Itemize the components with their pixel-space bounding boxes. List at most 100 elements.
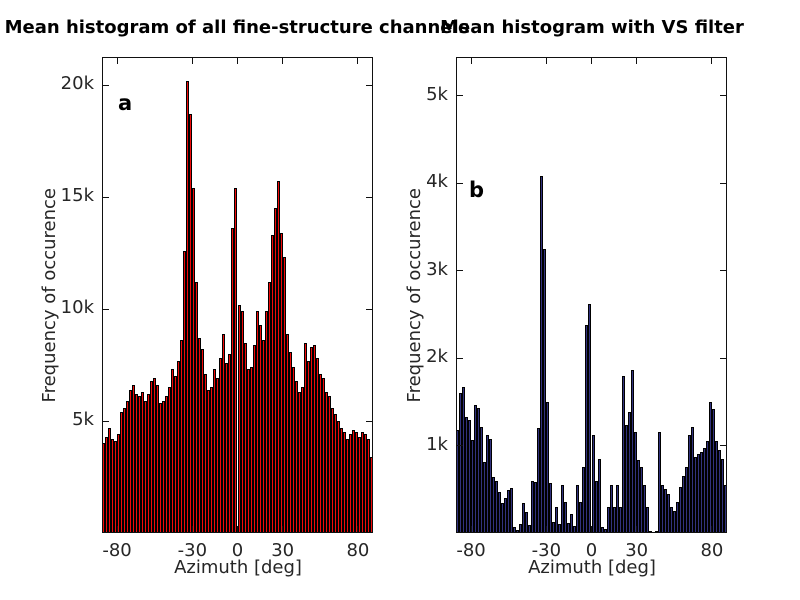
histogram-bar xyxy=(363,434,367,533)
histogram-bar xyxy=(201,349,205,533)
histogram-bar xyxy=(684,467,688,533)
histogram-bar xyxy=(630,370,634,533)
histogram-bar xyxy=(693,456,697,533)
y-tick-mark xyxy=(456,95,463,96)
histogram-bar xyxy=(459,393,462,533)
histogram-bar xyxy=(258,324,262,533)
histogram-bar xyxy=(315,358,319,533)
histogram-bar xyxy=(138,396,142,533)
histogram-bar xyxy=(717,449,721,533)
histogram-bar xyxy=(117,434,121,533)
histogram-bar xyxy=(156,385,160,533)
panel-a-title: Mean histogram of all fine-structure cha… xyxy=(4,17,470,38)
histogram-bar xyxy=(351,429,355,533)
histogram-bar xyxy=(183,250,187,533)
histogram-bar xyxy=(273,208,277,533)
histogram-bar xyxy=(339,427,343,533)
histogram-bar xyxy=(249,367,253,533)
x-tick-mark-top xyxy=(470,57,472,64)
histogram-bar xyxy=(567,522,571,533)
histogram-bar xyxy=(534,482,538,533)
histogram-bar xyxy=(282,257,286,533)
x-tick-mark-top xyxy=(237,57,238,64)
histogram-bar xyxy=(618,506,622,533)
histogram-bar xyxy=(144,400,148,533)
histogram-bar xyxy=(276,181,280,533)
histogram-bar xyxy=(582,467,586,533)
histogram-bar xyxy=(324,391,328,533)
y-tick-label: 5k xyxy=(426,83,448,105)
histogram-bar xyxy=(507,490,511,533)
histogram-bar xyxy=(681,476,685,533)
histogram-bar xyxy=(237,304,241,533)
histogram-bar xyxy=(285,333,289,533)
histogram-bar xyxy=(336,421,340,533)
histogram-bar xyxy=(345,438,349,533)
y-tick-mark xyxy=(456,445,463,446)
histogram-bar xyxy=(663,489,667,533)
histogram-bar xyxy=(327,396,331,533)
histogram-bar xyxy=(561,484,565,533)
histogram-bar xyxy=(210,387,214,533)
histogram-bar xyxy=(672,511,676,533)
histogram-bar xyxy=(207,389,211,533)
histogram-bar xyxy=(621,376,625,533)
histogram-bar xyxy=(660,484,664,533)
histogram-bar xyxy=(129,389,133,533)
histogram-bar xyxy=(297,391,301,533)
histogram-bar xyxy=(687,435,691,533)
histogram-bar xyxy=(492,477,496,533)
x-tick-label: 80 xyxy=(346,540,370,561)
histogram-bar xyxy=(624,425,628,533)
histogram-bar xyxy=(366,438,370,533)
histogram-bar xyxy=(228,353,232,533)
histogram-bar xyxy=(153,378,157,533)
x-tick-mark-top xyxy=(191,57,193,64)
x-tick-mark xyxy=(545,526,547,533)
x-tick-mark xyxy=(591,526,592,533)
histogram-bar xyxy=(177,360,181,533)
histogram-bar xyxy=(300,387,304,533)
histogram-bar xyxy=(633,432,637,533)
histogram-bar xyxy=(627,412,631,533)
histogram-bar xyxy=(471,440,475,533)
histogram-bar xyxy=(267,282,271,533)
panel-b-ylabel: Frequency of occurence xyxy=(399,57,429,533)
x-tick-mark-top xyxy=(545,57,547,64)
x-tick-mark xyxy=(237,526,238,533)
histogram-bar xyxy=(708,401,712,533)
histogram-bar xyxy=(600,526,604,533)
histogram-bar xyxy=(486,435,490,533)
y-tick-mark-right xyxy=(366,420,373,422)
panel-a-bars xyxy=(102,57,373,533)
histogram-bar xyxy=(465,416,469,533)
x-tick-label: 30 xyxy=(625,540,649,561)
histogram-bar xyxy=(612,506,616,533)
histogram-bar xyxy=(468,420,472,533)
x-tick-mark-top xyxy=(357,57,359,64)
histogram-bar xyxy=(477,407,481,533)
x-tick-label: 0 xyxy=(231,540,244,561)
histogram-bar xyxy=(510,488,514,533)
histogram-bar xyxy=(342,432,346,533)
histogram-bar xyxy=(606,506,610,533)
panel-b-xlabel: Azimuth [deg] xyxy=(528,557,656,578)
histogram-bar xyxy=(642,484,646,533)
y-tick-mark-right xyxy=(720,95,727,96)
x-tick-mark xyxy=(357,526,359,533)
histogram-bar xyxy=(213,369,217,533)
histogram-bar xyxy=(513,526,517,533)
histogram-bar xyxy=(246,369,250,533)
y-tick-label: 1k xyxy=(426,433,448,455)
histogram-bar xyxy=(147,394,151,533)
y-tick-mark-right xyxy=(720,445,727,446)
histogram-bar xyxy=(216,378,220,533)
y-tick-label: 2k xyxy=(426,346,448,367)
histogram-bar xyxy=(120,412,124,533)
x-tick-label: -80 xyxy=(102,540,132,561)
histogram-bar xyxy=(165,396,169,533)
histogram-bar xyxy=(240,311,244,533)
histogram-bar xyxy=(666,493,670,533)
histogram-bar xyxy=(264,311,268,533)
histogram-bar xyxy=(141,391,145,533)
